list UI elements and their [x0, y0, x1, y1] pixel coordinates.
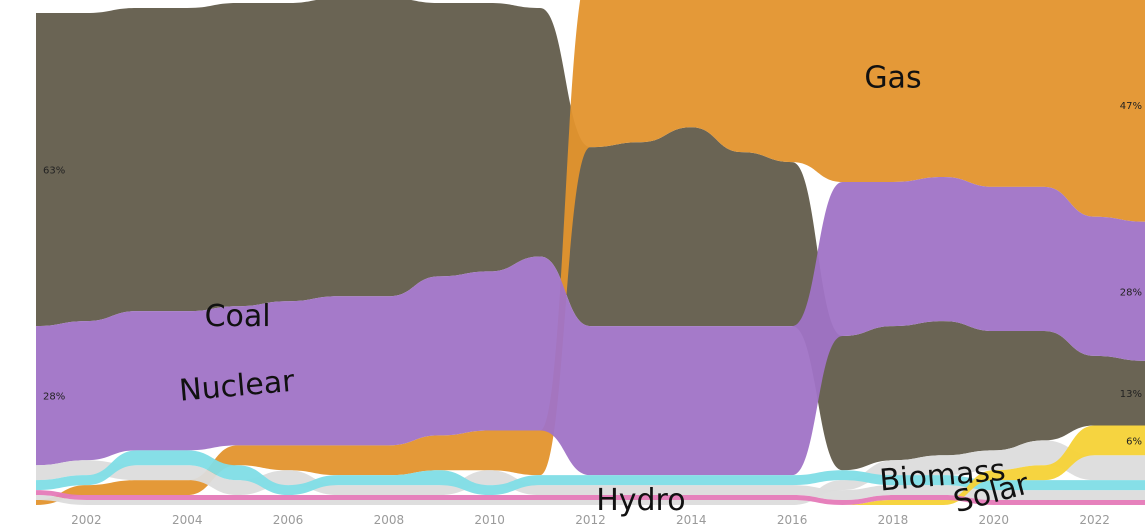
x-tick-2014: 2014	[676, 513, 707, 527]
stream-other	[36, 490, 1145, 505]
x-axis: 2002 2004 2006 2008 2010 2012 2014 2016 2018 2020…	[71, 513, 1110, 527]
x-tick-2012: 2012	[575, 513, 606, 527]
x-tick-2010: 2010	[474, 513, 505, 527]
stream-biomass	[36, 440, 1145, 505]
end-pct-solar: 6%	[1126, 436, 1142, 447]
stream-wind	[36, 450, 1145, 496]
end-pct-gas: 47%	[1120, 101, 1142, 112]
label-hydro: Hydro	[596, 483, 685, 518]
series-streams	[36, 0, 1145, 505]
x-tick-2002: 2002	[71, 513, 102, 527]
stream-gas	[36, 0, 1145, 505]
x-tick-2006: 2006	[273, 513, 304, 527]
x-tick-2018: 2018	[878, 513, 909, 527]
stream-coal	[36, 0, 1145, 471]
x-tick-2008: 2008	[374, 513, 405, 527]
stream-nuclear	[36, 176, 1145, 476]
end-pct-nuclear: 28%	[1120, 287, 1142, 298]
x-tick-2022: 2022	[1079, 513, 1110, 527]
end-pct-coal: 13%	[1120, 389, 1142, 400]
label-gas: Gas	[864, 61, 921, 96]
x-tick-2004: 2004	[172, 513, 203, 527]
start-pct-nuclear: 28%	[43, 392, 65, 403]
start-pct-coal: 63%	[43, 166, 65, 177]
percent-labels: 63% 28% 47% 28% 13% 6%	[43, 101, 1142, 447]
x-tick-2016: 2016	[777, 513, 808, 527]
label-coal: Coal	[205, 299, 271, 334]
x-tick-2020: 2020	[978, 513, 1009, 527]
